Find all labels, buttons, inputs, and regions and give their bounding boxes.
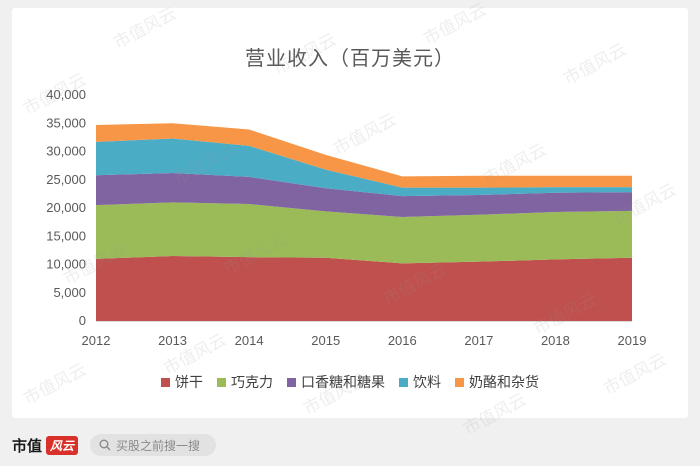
legend-item-1: 巧克力	[217, 372, 273, 392]
x-tick-label: 2017	[464, 333, 493, 348]
x-tick-label: 2016	[388, 333, 417, 348]
area-series-1	[96, 202, 632, 264]
chart-card: 营业收入（百万美元） 0 5,000 10,000 15,000 20,000 25,00…	[12, 8, 688, 418]
y-tick-label: 20,000	[46, 200, 86, 215]
legend-swatch	[287, 377, 296, 387]
y-tick-label: 35,000	[46, 115, 86, 130]
legend-label: 饼干	[175, 375, 203, 391]
search-icon	[99, 439, 111, 451]
x-tick-label: 2019	[618, 333, 647, 348]
area-series-3	[96, 138, 632, 197]
x-tick-label: 2014	[235, 333, 264, 348]
brand-logo[interactable]: 市值 风云	[12, 435, 79, 456]
area-chart: 0 5,000 10,000 15,000 20,000 25,000 30,000 35,0…	[46, 87, 647, 348]
y-tick-label: 30,000	[46, 144, 86, 159]
search-placeholder: 买股之前搜一搜	[116, 438, 201, 453]
x-tick-label: 2018	[541, 333, 570, 348]
legend-item-2: 口香糖和糖果	[287, 372, 385, 392]
legend-swatch	[217, 377, 226, 387]
legend-item-0: 饼干	[161, 372, 203, 392]
x-tick-label: 2012	[82, 333, 111, 348]
y-tick-label: 10,000	[46, 257, 86, 272]
y-tick-label: 25,000	[46, 172, 86, 187]
brand-badge: 风云	[46, 435, 79, 455]
legend-label: 奶酪和杂货	[469, 375, 539, 391]
legend-swatch	[161, 377, 170, 387]
chart-title: 营业收入（百万美元）	[245, 46, 455, 70]
area-series-2	[96, 172, 632, 218]
footer-bar: 市值 风云 买股之前搜一搜	[0, 424, 700, 466]
legend-label: 巧克力	[231, 375, 273, 391]
legend-item-4: 奶酪和杂货	[455, 372, 539, 392]
area-series-4	[96, 123, 632, 188]
legend-label: 饮料	[413, 375, 441, 391]
y-tick-label: 40,000	[46, 87, 86, 102]
legend: 饼干 巧克力 口香糖和糖果 饮料 奶酪和杂货	[12, 372, 688, 392]
search-input[interactable]: 买股之前搜一搜	[90, 434, 217, 456]
y-tick-label: 15,000	[46, 228, 86, 243]
legend-swatch	[399, 377, 408, 387]
legend-swatch	[455, 377, 464, 387]
area-series-0	[96, 256, 632, 321]
y-tick-label: 0	[79, 313, 86, 328]
y-tick-label: 5,000	[53, 285, 86, 300]
legend-label: 口香糖和糖果	[301, 375, 385, 391]
legend-item-3: 饮料	[399, 372, 441, 392]
x-tick-label: 2013	[158, 333, 187, 348]
x-tick-label: 2015	[311, 333, 340, 348]
brand-name: 市值	[12, 436, 43, 455]
